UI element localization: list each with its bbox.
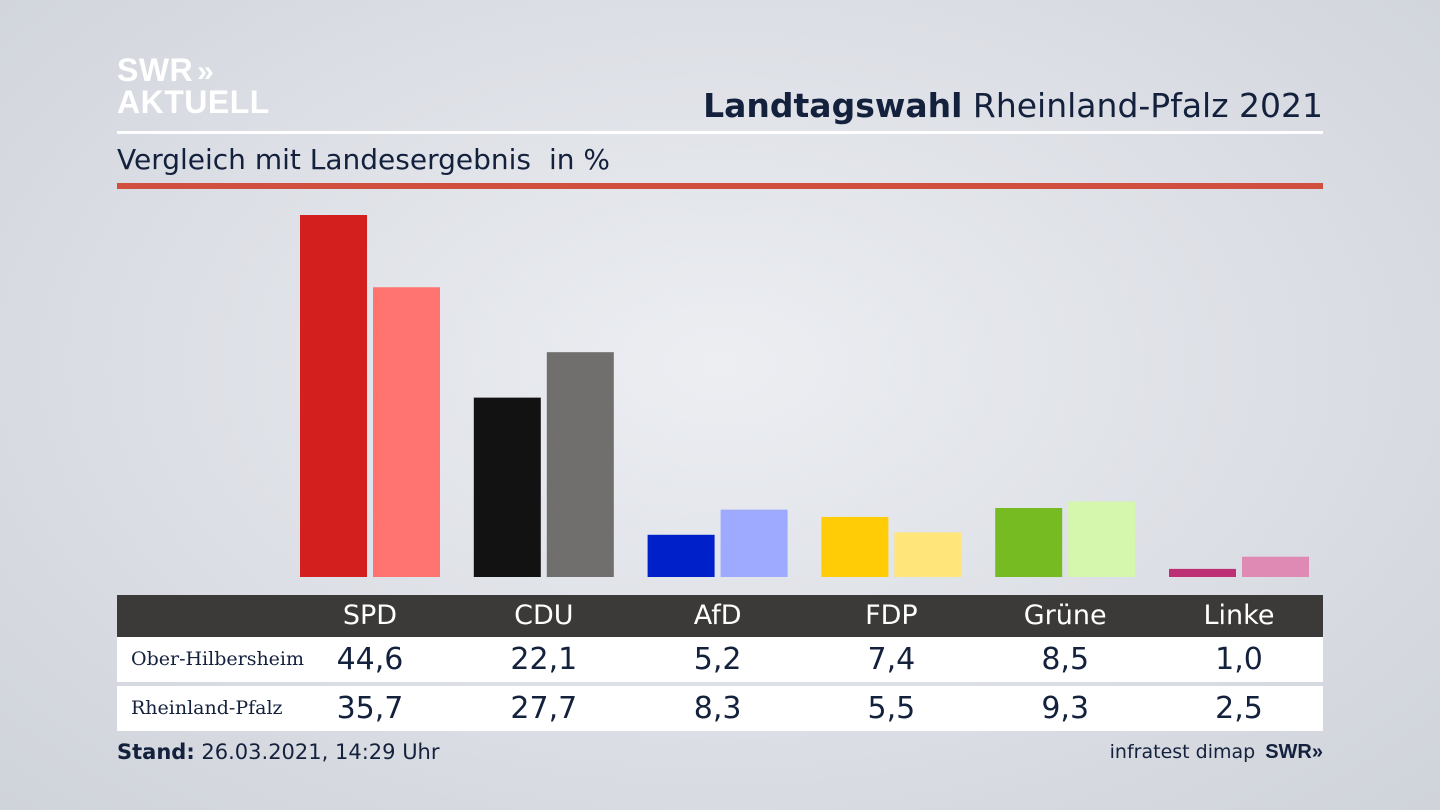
stand-value: 26.03.2021, 14:29 Uhr (201, 740, 440, 764)
title-rest: Rheinland-Pfalz 2021 (972, 86, 1323, 125)
col-header-fdp: FDP (865, 600, 918, 631)
swr-aktuell-logo: SWR» AKTUELL (117, 52, 270, 120)
source-brand-logo: SWR» (1265, 741, 1323, 763)
source-credit: infratest dimap SWR» (1110, 741, 1323, 764)
bar-fdp-state (894, 532, 962, 577)
value-cdu-local: 22,1 (510, 642, 578, 677)
bar-spd-state (373, 287, 440, 577)
bar-cdu-state (546, 352, 614, 577)
subtitle-unit: in % (548, 143, 611, 176)
value-linke-state: 2,5 (1215, 691, 1263, 726)
col-header-gr-ne: Grüne (1023, 600, 1107, 631)
table-header: SPD CDU AfD FDP Grüne Linke (117, 595, 1323, 637)
value-fdp-state: 5,5 (867, 691, 916, 726)
row-label-ober-hilbersheim: Ober-Hilbersheim (131, 648, 305, 670)
logo-swr-text: SWR (117, 52, 194, 88)
col-header-afd: AfD (693, 600, 742, 631)
subtitle-text: Vergleich mit Landesergebnis (117, 143, 531, 176)
value-fdp-local: 7,4 (867, 642, 916, 677)
logo-aktuell-text: AKTUELL (117, 84, 270, 120)
col-header-spd: SPD (342, 600, 398, 631)
table-row-rheinland-pfalz: Rheinland-Pfalz 35,7 27,7 8,3 5,5 9,3 2,5 (117, 686, 1323, 731)
value-gr-ne-local: 8,5 (1041, 642, 1090, 677)
stand-label: Stand: (117, 740, 195, 764)
value-gr-ne-state: 9,3 (1041, 691, 1090, 726)
value-spd-local: 44,6 (336, 642, 404, 677)
value-afd-local: 5,2 (693, 642, 742, 677)
table-row-ober-hilbersheim: Ober-Hilbersheim 44,6 22,1 5,2 7,4 8,5 1,0 (117, 637, 1323, 682)
bar-gr-ne-local (995, 508, 1063, 577)
title-bold: Landtagswahl (703, 86, 963, 125)
page-title: Landtagswahl Rheinland-Pfalz 2021 (703, 86, 1323, 125)
bar-afd-local (647, 534, 715, 577)
accent-divider (117, 183, 1323, 189)
bar-afd-state (720, 509, 788, 577)
results-table: SPD CDU AfD FDP Grüne Linke Ober-Hilbersheim … (117, 595, 1323, 731)
row-label-rheinland-pfalz: Rheinland-Pfalz (131, 697, 283, 719)
chart-subtitle: Vergleich mit Landesergebnis in % (117, 143, 610, 176)
bar-cdu-local (473, 397, 541, 577)
title-divider (117, 131, 1323, 134)
value-afd-state: 8,3 (693, 691, 742, 726)
bar-spd-local (300, 215, 367, 577)
value-linke-local: 1,0 (1215, 642, 1263, 677)
bar-linke-state (1242, 556, 1309, 577)
bar-fdp-local (821, 516, 889, 577)
value-spd-state: 35,7 (336, 691, 404, 726)
bar-gr-ne-state (1068, 501, 1136, 577)
stand-timestamp: Stand: 26.03.2021, 14:29 Uhr (117, 740, 440, 764)
value-cdu-state: 27,7 (510, 691, 578, 726)
bar-linke-local (1169, 568, 1236, 577)
col-header-cdu: CDU (514, 600, 574, 631)
col-header-linke: Linke (1203, 600, 1275, 631)
source-text: infratest dimap (1109, 741, 1256, 763)
